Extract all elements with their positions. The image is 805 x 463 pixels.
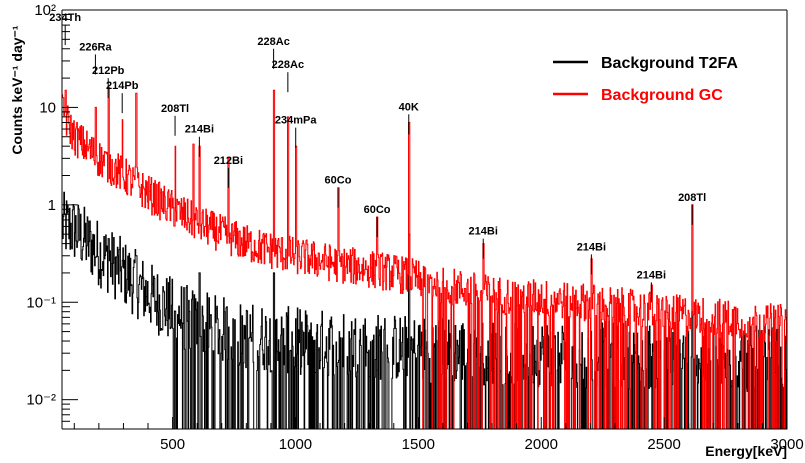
peak-label: 234mPa xyxy=(275,115,317,127)
peak-label: 212Pb xyxy=(92,65,125,77)
peak-label: 214Bi xyxy=(469,226,498,238)
legend-label-t2fa: Background T2FA xyxy=(601,55,738,72)
peak-label: 212Bi xyxy=(214,155,243,167)
y-tick-label: 10 xyxy=(39,99,56,116)
peak-label: 214Bi xyxy=(185,124,214,136)
peak-label: 214Bi xyxy=(637,269,666,281)
x-axis-title: Energy[keV] xyxy=(705,443,787,459)
x-tick-label: 2500 xyxy=(647,436,680,453)
x-tick-label: 500 xyxy=(160,436,185,453)
y-tick-label: 1 xyxy=(48,197,56,214)
series-line-gc xyxy=(62,87,788,430)
peak-label: 228Ac xyxy=(272,59,304,71)
peak-label: 40K xyxy=(399,101,419,113)
legend-label-gc: Background GC xyxy=(601,87,723,104)
x-tick-label: 3000 xyxy=(770,436,803,453)
y-tick-label: 10² xyxy=(34,2,56,19)
peak-label: 214Bi xyxy=(577,241,606,253)
peak-label: 214Pb xyxy=(106,80,139,92)
peak-label: 228Ac xyxy=(257,36,289,48)
y-tick-label: 10⁻² xyxy=(26,392,56,409)
peak-label: 60Co xyxy=(364,204,391,216)
series-layer xyxy=(62,87,788,430)
x-tick-label: 1500 xyxy=(402,436,435,453)
peak-label: 234Th xyxy=(49,12,81,24)
y-axis-title: Counts keV⁻¹ day⁻¹ xyxy=(9,25,25,154)
peak-label: 208Tl xyxy=(678,192,706,204)
x-tick-label: 2000 xyxy=(525,436,558,453)
y-tick-label: 10⁻¹ xyxy=(26,294,56,311)
x-tick-label: 1000 xyxy=(279,436,312,453)
peak-labels-layer: 234Th 226Ra 212Pb 214Pb 208Tl 214Bi 212Bi 228Ac… xyxy=(49,12,706,303)
legend: Background T2FA Background GC xyxy=(553,55,738,104)
peak-label: 208Tl xyxy=(161,103,189,115)
ticks-layer: 500 1000 1500 2000 2500 3000 10⁻² 10⁻¹ 1 10 10² xyxy=(26,2,803,453)
peak-label: 226Ra xyxy=(79,41,112,53)
peak-label: 60Co xyxy=(325,175,352,187)
